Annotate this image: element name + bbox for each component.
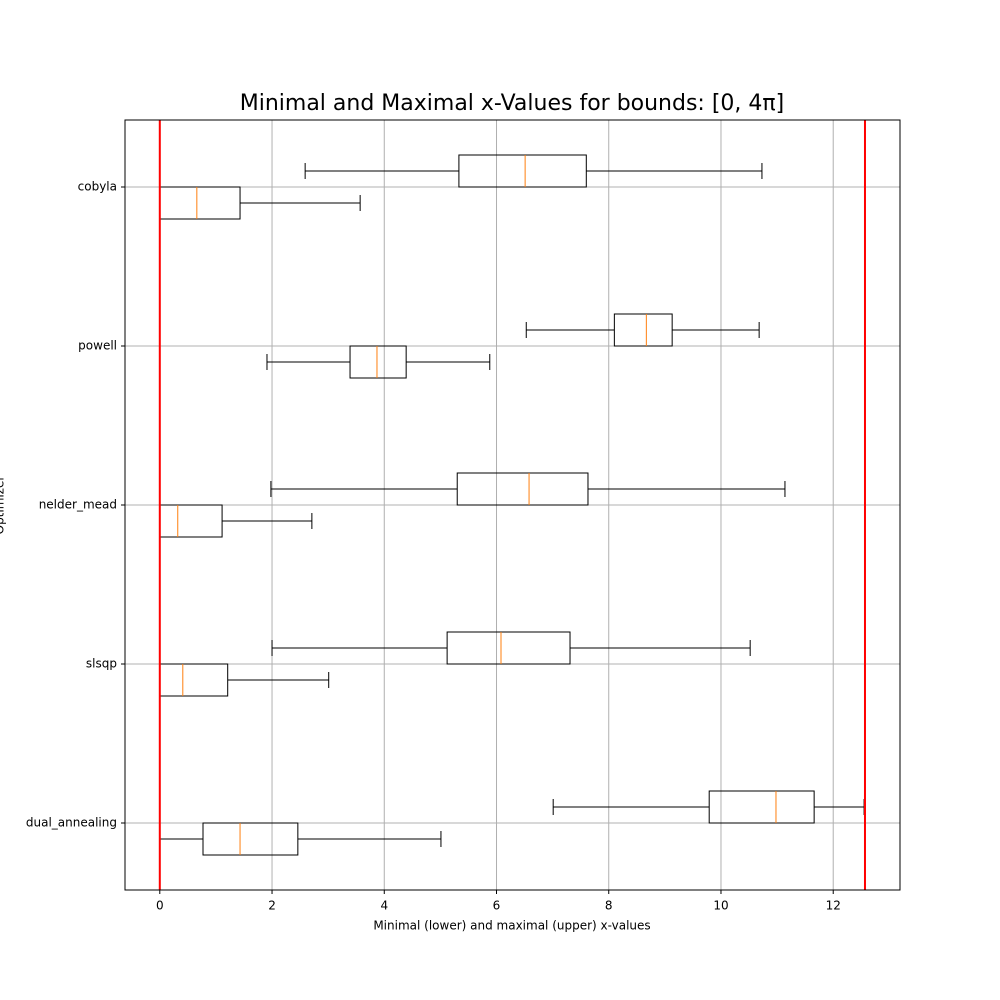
x-tick-label: 0 — [156, 899, 164, 913]
x-tick-label: 2 — [268, 899, 276, 913]
box — [446, 631, 571, 665]
y-tick-label: nelder_mead — [39, 498, 117, 512]
y-tick-label: cobyla — [78, 180, 117, 194]
x-axis-label: Minimal (lower) and maximal (upper) x-va… — [373, 919, 650, 933]
x-tick-label: 10 — [713, 899, 728, 913]
x-tick-label: 8 — [605, 899, 613, 913]
box — [456, 472, 589, 506]
y-tick-label: powell — [78, 339, 117, 353]
box — [708, 790, 815, 824]
y-axis-label: Optimizer — [0, 476, 7, 535]
chart-title: Minimal and Maximal x-Values for bounds:… — [240, 91, 784, 116]
plot-frame — [124, 119, 901, 891]
box — [458, 154, 587, 188]
box — [349, 345, 407, 379]
box — [159, 504, 223, 538]
x-tick-label: 6 — [493, 899, 501, 913]
x-tick-label: 4 — [380, 899, 388, 913]
box — [159, 186, 241, 220]
x-tick-label: 12 — [826, 899, 841, 913]
box — [202, 822, 299, 856]
box — [613, 313, 673, 347]
y-tick-label: dual_annealing — [26, 816, 117, 830]
box — [159, 663, 229, 697]
y-tick-label: slsqp — [86, 657, 117, 671]
